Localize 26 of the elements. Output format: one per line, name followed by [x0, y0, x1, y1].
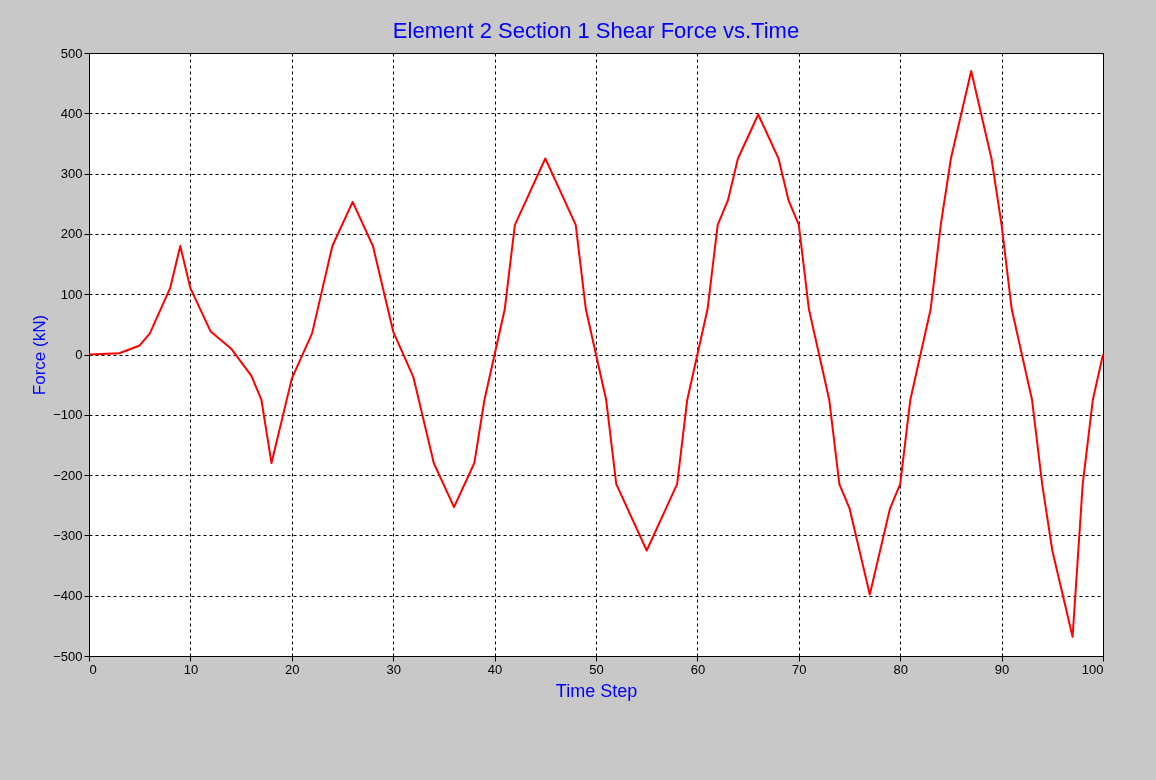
y-tick-label: 300 [60, 166, 83, 182]
x-tick-label: 10 [183, 661, 199, 677]
y-tick-label: −400 [53, 588, 83, 604]
x-tick-label: 60 [690, 661, 706, 677]
y-tick-label: 100 [60, 286, 83, 302]
x-tick-label: 90 [994, 661, 1010, 677]
x-tick-label: 40 [487, 661, 503, 677]
x-tick-label: 50 [589, 661, 604, 677]
y-tick-label: 0 [75, 347, 83, 362]
y-tick-label: −500 [53, 648, 83, 664]
y-tick-label: 400 [60, 105, 83, 121]
x-tick-label: 80 [893, 661, 908, 677]
x-tick-label: 30 [386, 661, 401, 677]
x-axis-title: Time Step [555, 680, 638, 701]
chart-title: Element 2 Section 1 Shear Force vs.Time [392, 18, 800, 43]
y-axis-title: Force (kN) [30, 314, 50, 396]
y-tick-label: −200 [53, 467, 83, 483]
y-tick-label: −300 [53, 527, 83, 543]
x-tick-label: 20 [285, 661, 300, 677]
x-tick-label: 70 [792, 661, 807, 677]
line-series [88, 70, 1104, 638]
y-tick-label: −100 [53, 407, 83, 423]
y-tick-label: 200 [60, 226, 83, 242]
y-tick-label: 500 [60, 45, 83, 61]
x-tick-label: 100 [1081, 661, 1104, 677]
x-tick-label: 0 [89, 661, 97, 677]
